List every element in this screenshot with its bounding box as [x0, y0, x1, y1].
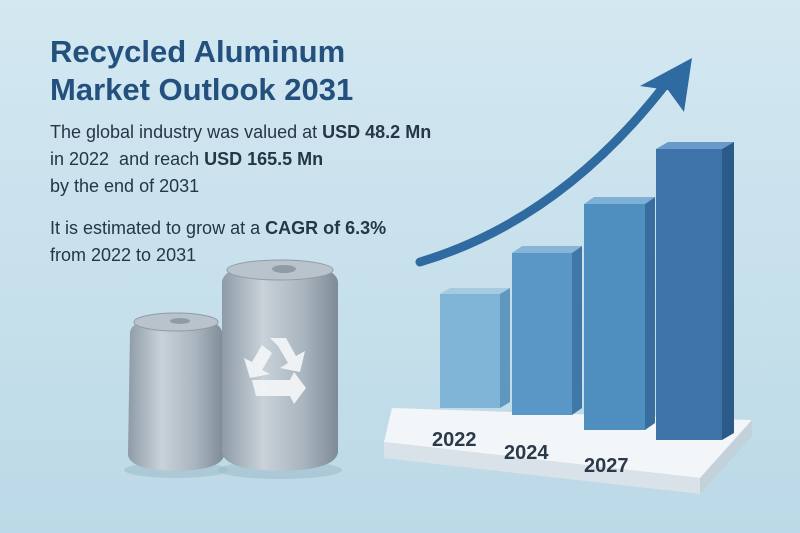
title: Market Outlook 2031 — [50, 72, 353, 107]
highlight: USD 165.5 Mn — [204, 149, 323, 169]
highlight: USD 48.2 Mn — [322, 122, 431, 142]
body-line: by the end of 2031 — [50, 176, 199, 196]
year-label: 2024 — [504, 442, 549, 464]
year-label: 2022 — [432, 429, 477, 451]
body-text: The global industry was valued at — [50, 122, 322, 142]
body-line: from 2022 to 2031 — [50, 245, 196, 265]
cans — [124, 259, 342, 479]
body-line: It is estimated to grow at a CAGR of 6.3… — [50, 218, 386, 238]
year-label: 2027 — [584, 455, 629, 477]
body-text: by the end of 2031 — [50, 176, 199, 196]
title: Recycled Aluminum — [50, 34, 345, 69]
body-line: in 2022 and reach USD 165.5 Mn — [50, 149, 323, 169]
growth-arrow — [415, 58, 692, 267]
body-text: It is estimated to grow at a — [50, 218, 265, 238]
body-text: in 2022 and reach — [50, 149, 204, 169]
body-line: The global industry was valued at USD 48… — [50, 122, 431, 142]
highlight: CAGR of 6.3% — [265, 218, 386, 238]
body-text: from 2022 to 2031 — [50, 245, 196, 265]
bars — [440, 142, 734, 440]
